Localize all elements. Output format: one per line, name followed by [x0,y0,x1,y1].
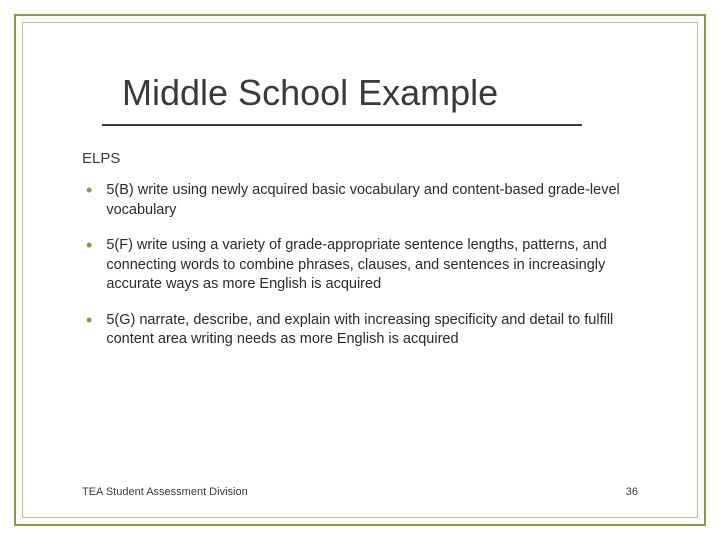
list-item: • 5(F) write using a variety of grade-ap… [86,236,638,295]
bullet-text: 5(B) write using newly acquired basic vo… [106,181,638,220]
slide-content: Middle School Example ELPS • 5(B) write … [22,22,698,518]
footer-left: TEA Student Assessment Division [82,486,248,498]
title-underline [102,124,582,126]
bullet-text: 5(F) write using a variety of grade-appr… [106,236,638,295]
page-number: 36 [626,486,638,498]
bullet-text: 5(G) narrate, describe, and explain with… [106,311,638,350]
slide-footer: TEA Student Assessment Division 36 [82,486,638,498]
list-item: • 5(G) narrate, describe, and explain wi… [86,311,638,350]
bullet-list: • 5(B) write using newly acquired basic … [86,181,638,350]
bullet-icon: • [86,311,92,331]
section-label: ELPS [82,150,638,167]
slide-title: Middle School Example [122,72,638,114]
bullet-icon: • [86,236,92,256]
bullet-icon: • [86,181,92,201]
list-item: • 5(B) write using newly acquired basic … [86,181,638,220]
